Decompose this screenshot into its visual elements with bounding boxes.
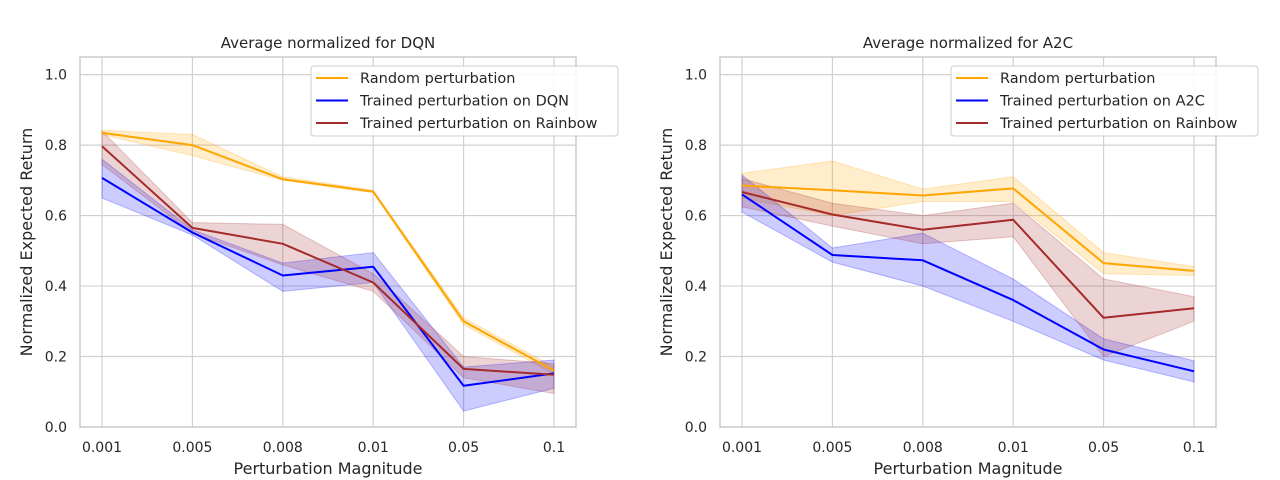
chart-title: Average normalized for A2C [863, 34, 1073, 52]
legend-entry-1: Random perturbation [360, 71, 515, 87]
legend-box [950, 65, 1259, 137]
y-axis-label: Normalized Expected Return [657, 128, 676, 357]
x-tick-label: 0.008 [263, 440, 303, 456]
y-tick-label: 1.0 [685, 68, 707, 84]
x-tick-label: 0.008 [903, 440, 943, 456]
series-line-1 [741, 184, 1195, 272]
plot-frame [79, 56, 577, 428]
legend-entry-2: Trained perturbation on DQN [359, 94, 569, 110]
legend-entry-1: Random perturbation [1000, 71, 1155, 87]
y-tick-label: 0.8 [685, 138, 707, 154]
chart-panel-1: 0.001 0.005 0.008 0.01 0.05 0.1 0.0 0.2 0.4 0.6 0.… [17, 34, 619, 478]
x-axis-label: Perturbation Magnitude [874, 459, 1063, 478]
y-tick-label: 0.6 [45, 209, 67, 225]
x-axis-label: Perturbation Magnitude [234, 459, 423, 478]
plot-frame [719, 56, 1217, 428]
y-tick-label: 0.6 [685, 209, 707, 225]
x-tick-label: 0.001 [82, 440, 122, 456]
legend-entry-2: Trained perturbation on A2C [999, 94, 1205, 110]
series-band-2 [741, 173, 1195, 383]
y-tick-label: 0.2 [45, 350, 67, 366]
series-band-1 [741, 160, 1195, 277]
series-line-2 [741, 193, 1195, 373]
y-tick-label: 0.0 [685, 420, 707, 436]
series-line-3 [741, 191, 1195, 319]
y-tick-label: 0.8 [45, 138, 67, 154]
y-tick-label: 1.0 [45, 68, 67, 84]
x-tick-label: 0.01 [998, 440, 1029, 456]
x-tick-label: 0.1 [543, 440, 565, 456]
x-tick-label: 0.001 [722, 440, 762, 456]
x-tick-label: 0.01 [358, 440, 389, 456]
legend-entry-3: Trained perturbation on Rainbow [999, 116, 1238, 132]
y-tick-label: 0.4 [685, 279, 707, 295]
x-tick-label: 0.05 [1088, 440, 1119, 456]
legend-box [310, 65, 619, 137]
chart-panel-2: 0.001 0.005 0.008 0.01 0.05 0.1 0.0 0.2 0.4 0.6 0.… [657, 34, 1259, 478]
legend-entry-3: Trained perturbation on Rainbow [359, 116, 598, 132]
x-tick-label: 0.05 [448, 440, 479, 456]
series-line-2 [101, 177, 555, 387]
y-tick-label: 0.0 [45, 420, 67, 436]
x-tick-label: 0.005 [172, 440, 212, 456]
y-tick-label: 0.2 [685, 350, 707, 366]
legend: Random perturbation Trained perturbation … [950, 65, 1259, 137]
y-axis-label: Normalized Expected Return [17, 128, 36, 357]
series-line-1 [101, 131, 555, 372]
chart-title: Average normalized for DQN [221, 34, 435, 52]
y-tick-label: 0.4 [45, 279, 67, 295]
series-band-3 [741, 177, 1195, 358]
series-line-3 [101, 145, 555, 376]
x-tick-label: 0.005 [812, 440, 852, 456]
legend: Random perturbation Trained perturbation … [310, 65, 619, 137]
x-tick-label: 0.1 [1183, 440, 1205, 456]
